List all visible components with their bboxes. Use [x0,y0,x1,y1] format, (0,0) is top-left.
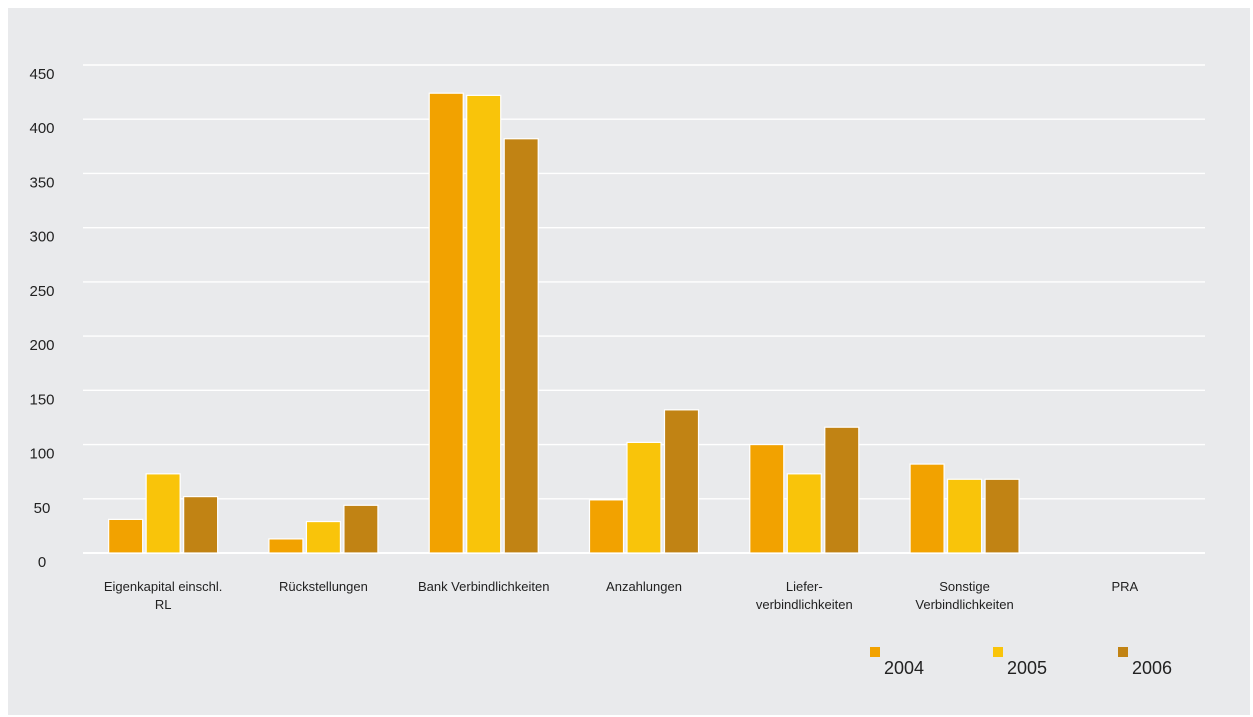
bar-2006-5 [984,478,1020,554]
y-axis-ticks: 0 50 100 150 200 250 300 350 400 450 [29,66,54,571]
bar-2005-2 [466,94,502,554]
y-tick-label: 150 [29,391,54,408]
bar-2006-0 [183,496,219,554]
y-tick-label: 0 [38,554,46,571]
x-tick-label: verbindlichkeiten [756,597,853,612]
bar-2004-2 [428,92,464,554]
x-tick-label: Bank Verbindlichkeiten [418,579,550,594]
x-tick-label: Anzahlungen [606,579,682,594]
x-tick-label: Verbindlichkeiten [915,597,1013,612]
chart-panel: 0 50 100 150 200 250 300 350 400 450 Eigenkapital… [8,8,1250,715]
bar-2004-0 [108,518,144,554]
legend-swatch-2005 [993,647,1003,657]
bar-2005-1 [305,520,342,554]
x-tick-label: PRA [1111,579,1138,594]
y-tick-label: 250 [29,283,54,300]
legend-swatch-2006 [1118,647,1128,657]
y-tick-label: 50 [34,500,51,517]
bar-2004-3 [588,499,625,554]
grid-lines [83,64,1205,554]
bar-2004-4 [749,443,785,554]
bar-2004-1 [268,538,304,554]
bar-2006-3 [663,409,700,554]
bar-2005-4 [786,473,822,554]
legend-label-2005: 2005 [1007,658,1047,678]
x-tick-label: Eigenkapital einschl. [104,579,223,594]
bar-2005-0 [145,473,181,554]
x-tick-label: Liefer- [786,579,823,594]
bar-chart: 0 50 100 150 200 250 300 350 400 450 Eigenkapital… [29,64,1205,678]
legend-label-2004: 2004 [884,658,924,678]
legend: 2004 2005 2006 [870,647,1172,678]
y-tick-label: 450 [29,66,54,83]
y-tick-label: 300 [29,229,54,246]
y-tick-label: 400 [29,120,54,137]
y-tick-label: 350 [29,174,54,191]
x-axis-ticks: Eigenkapital einschl. RL Rückstellungen Ban… [104,579,1139,612]
bar-2006-4 [824,426,860,554]
bar-2006-1 [343,504,379,554]
bar-2004-5 [909,463,945,554]
y-tick-label: 200 [29,337,54,354]
legend-label-2006: 2006 [1132,658,1172,678]
bars [108,92,1020,554]
bar-2005-3 [626,441,662,554]
x-tick-label: RL [155,597,172,612]
legend-swatch-2004 [870,647,880,657]
x-tick-label: Sonstige [939,579,990,594]
bar-2006-2 [503,138,539,554]
y-tick-label: 100 [29,446,54,463]
x-tick-label: Rückstellungen [279,579,368,594]
bar-2005-5 [946,478,983,554]
